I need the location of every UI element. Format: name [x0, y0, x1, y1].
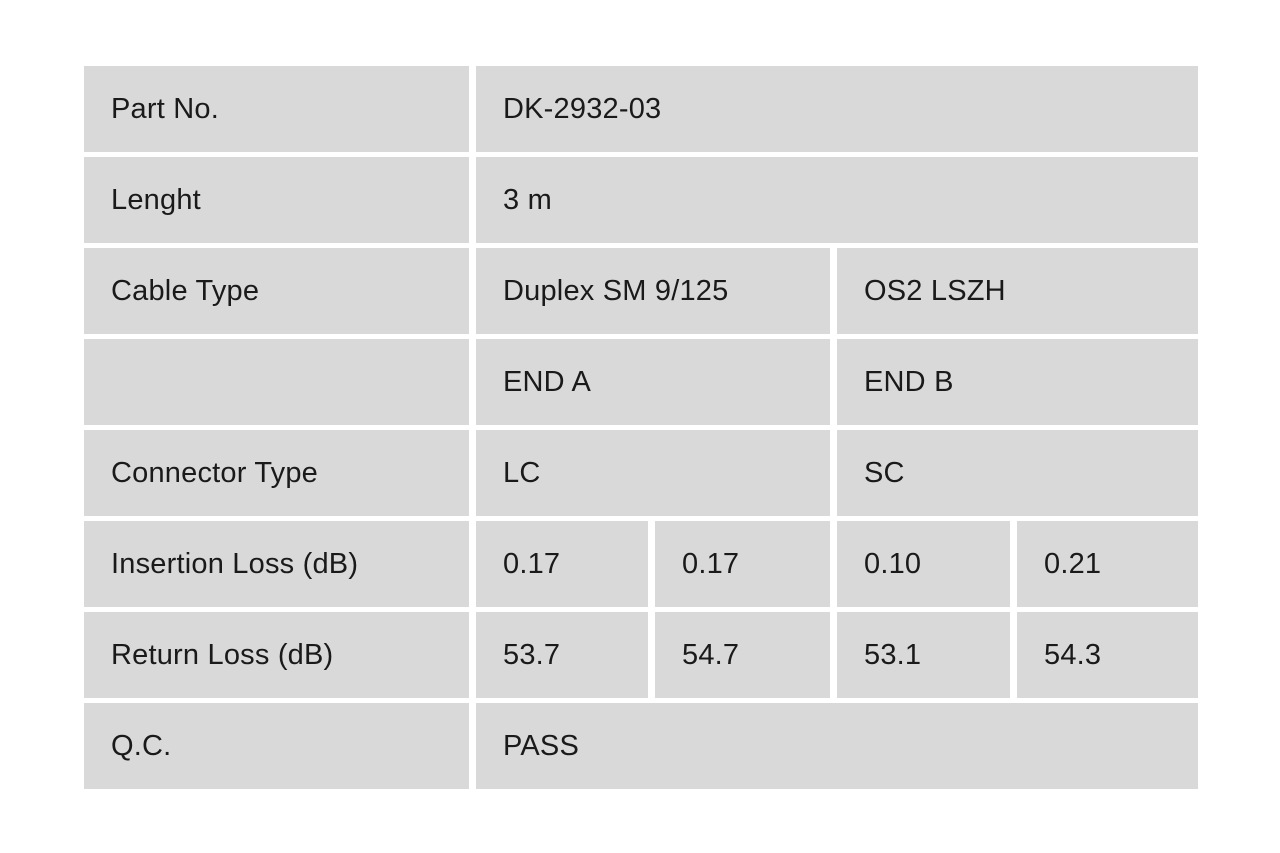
insertion-loss-label: Insertion Loss (dB): [84, 521, 469, 607]
ends-empty-label: [84, 339, 469, 425]
connector-type-value-a: LC: [476, 430, 830, 516]
connector-type-value-b: SC: [837, 430, 1198, 516]
cable-type-value-a: Duplex SM 9/125: [476, 248, 830, 334]
return-loss-label: Return Loss (dB): [84, 612, 469, 698]
return-loss-end-b-1: 53.1: [837, 612, 1010, 698]
end-b-header: END B: [837, 339, 1198, 425]
qc-label: Q.C.: [84, 703, 469, 789]
length-label: Lenght: [84, 157, 469, 243]
qc-value: PASS: [476, 703, 1198, 789]
return-loss-end-a-2: 54.7: [655, 612, 830, 698]
connector-type-label: Connector Type: [84, 430, 469, 516]
insertion-loss-end-b-2: 0.21: [1017, 521, 1198, 607]
return-loss-end-a-1: 53.7: [476, 612, 648, 698]
end-a-header: END A: [476, 339, 830, 425]
insertion-loss-end-a-1: 0.17: [476, 521, 648, 607]
cable-type-value-b: OS2 LSZH: [837, 248, 1198, 334]
part-no-label: Part No.: [84, 66, 469, 152]
return-loss-end-b-2: 54.3: [1017, 612, 1198, 698]
cable-type-label: Cable Type: [84, 248, 469, 334]
insertion-loss-end-b-1: 0.10: [837, 521, 1010, 607]
length-value: 3 m: [476, 157, 1198, 243]
insertion-loss-end-a-2: 0.17: [655, 521, 830, 607]
part-no-value: DK-2932-03: [476, 66, 1198, 152]
spec-table: Part No. DK-2932-03 Lenght 3 m Cable Typ…: [84, 66, 1198, 789]
